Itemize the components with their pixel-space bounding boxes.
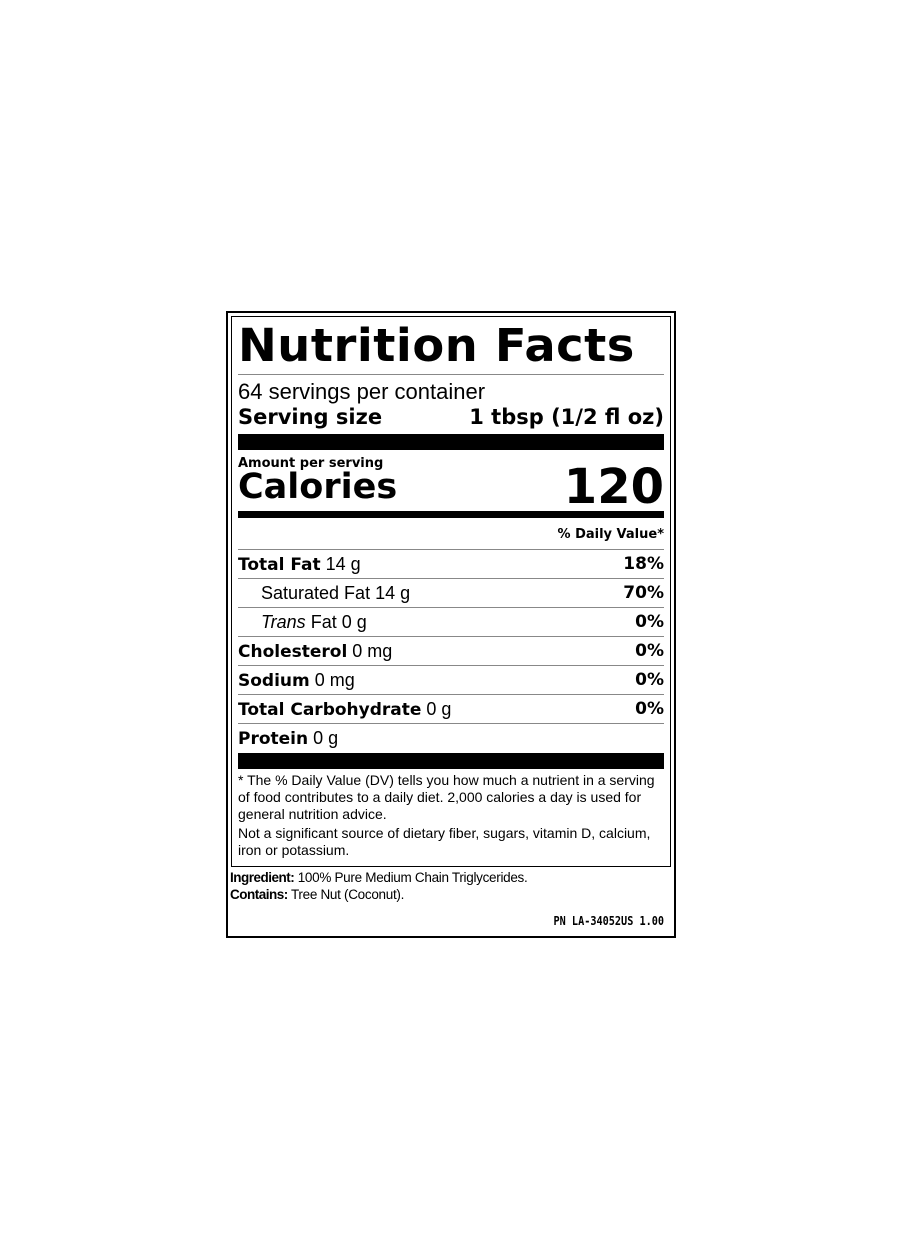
nutrient-name: Total Carbohydrate [238,699,422,720]
nutrient-name: Trans [261,611,306,632]
nutrition-facts-panel: Nutrition Facts 64 servings per containe… [231,316,671,867]
nutrient-row-cholesterol: Cholesterol 0 mg 0% [238,636,664,665]
nutrient-row-protein: Protein 0 g [238,723,664,752]
nutrient-dv: 18% [623,554,664,574]
thick-divider [238,753,664,769]
amount-per-serving: Amount per serving [238,456,384,471]
nutrient-dv: 70% [623,583,664,603]
not-significant-note: Not a significant source of dietary fibe… [238,825,651,858]
nutrient-amount: 0 mg [352,640,393,661]
nutrient-name: Sodium [238,670,310,691]
nutrient-amount: 0 mg [314,669,355,690]
nutrition-facts-title: Nutrition Facts [238,319,635,372]
calories-label: Calories [238,467,398,507]
nutrient-row-sodium: Sodium 0 mg 0% [238,665,664,694]
calories-value: 120 [563,459,664,515]
contains-value: Tree Nut (Coconut). [290,887,405,902]
nutrient-name: Cholesterol [238,641,348,662]
serving-size-row: Serving size 1 tbsp (1/2 fl oz) [238,405,664,429]
ingredient-line: Ingredient: 100% Pure Medium Chain Trigl… [230,869,528,886]
servings-per-container: 64 servings per container [238,379,486,404]
daily-value-footnote: * The % Daily Value (DV) tells you how m… [238,772,655,822]
nutrient-dv: 0% [635,612,664,632]
calories-row: Calories 120 [238,459,664,515]
nutrient-amount: 14 g [375,582,411,603]
nutrient-row-total-fat: Total Fat 14 g 18% [238,549,664,578]
nutrition-label: Nutrition Facts 64 servings per containe… [226,311,676,938]
ingredient-value: 100% Pure Medium Chain Triglycerides. [297,870,528,885]
nutrient-amount: 0 g [341,611,367,632]
nutrient-row-total-carbohydrate: Total Carbohydrate 0 g 0% [238,694,664,723]
thick-divider [238,434,664,450]
nutrient-dv: 0% [635,670,664,690]
nutrient-amount: 0 g [313,727,339,748]
daily-value-header: % Daily Value* [557,527,664,542]
nutrient-amount: 0 g [426,698,452,719]
contains-label: Contains: [230,887,288,902]
nutrient-name-suffix: Fat [310,611,337,632]
nutrient-dv: 0% [635,699,664,719]
ingredients-block: Ingredient: 100% Pure Medium Chain Trigl… [230,869,528,903]
nutrient-name: Saturated Fat [261,582,371,603]
nutrient-row-saturated-fat: Saturated Fat 14 g 70% [238,578,664,607]
nutrient-dv: 0% [635,641,664,661]
nutrient-amount: 14 g [325,553,361,574]
footnote: * The % Daily Value (DV) tells you how m… [238,772,664,859]
serving-size-value: 1 tbsp (1/2 fl oz) [469,405,664,429]
part-number: PN LA-34052US 1.00 [553,914,664,928]
ingredient-label: Ingredient: [230,870,295,885]
divider [238,374,664,375]
nutrient-name: Total Fat [238,554,321,575]
nutrient-row-trans-fat: Trans Fat 0 g 0% [238,607,664,636]
nutrient-name: Protein [238,728,309,749]
medium-divider [238,511,664,518]
serving-size-label: Serving size [238,405,383,429]
contains-line: Contains: Tree Nut (Coconut). [230,886,527,903]
